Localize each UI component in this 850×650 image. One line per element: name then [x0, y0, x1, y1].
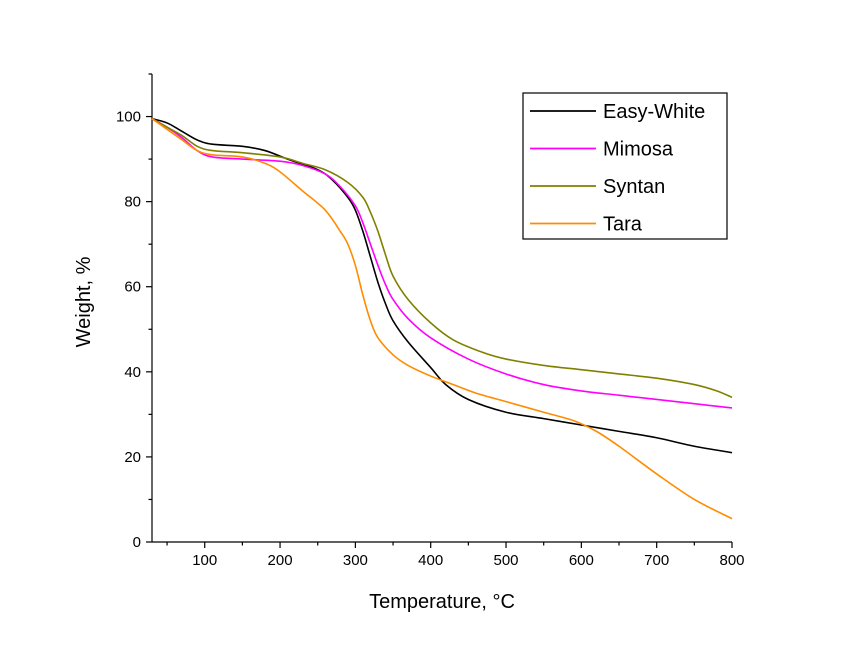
y-axis-title: Weight, %: [73, 256, 95, 347]
y-ticks: 0 20 40 60 80 100: [116, 73, 152, 551]
x-tick-label: 300: [343, 552, 368, 569]
y-tick-label: 20: [124, 449, 141, 466]
x-tick-label: 100: [192, 552, 217, 569]
x-tick-label: 800: [719, 552, 744, 569]
legend-label-easy-white: Easy-White: [603, 101, 705, 123]
y-tick-label: 40: [124, 364, 141, 381]
x-ticks: 100 200 300 400 500 600 700 800: [166, 542, 745, 569]
legend-label-mimosa: Mimosa: [603, 139, 674, 161]
legend-label-tara: Tara: [603, 214, 643, 236]
legend: Easy-White Mimosa Syntan Tara: [522, 92, 728, 240]
series-line-mimosa: [151, 117, 733, 409]
series-line-tara: [151, 118, 733, 520]
x-tick-label: 600: [569, 552, 594, 569]
y-tick-label: 100: [116, 109, 141, 126]
series-line-syntan: [151, 117, 733, 399]
legend-box: [522, 92, 728, 240]
x-axis-title: Temperature, °C: [369, 591, 515, 613]
y-tick-label: 60: [124, 279, 141, 296]
y-tick-label: 80: [124, 194, 141, 211]
legend-label-syntan: Syntan: [603, 176, 665, 198]
y-tick-label: 0: [133, 534, 141, 551]
x-tick-label: 200: [268, 552, 293, 569]
plot-area: 100 200 300 400 500 600 700 800 0 20 40 60 80 100: [116, 73, 745, 569]
series-lines: [151, 117, 733, 520]
legend-items: Easy-White Mimosa Syntan Tara: [530, 101, 705, 236]
x-tick-label: 400: [418, 552, 443, 569]
series-line-easy-white: [151, 117, 733, 454]
x-tick-label: 700: [644, 552, 669, 569]
x-tick-label: 500: [494, 552, 519, 569]
